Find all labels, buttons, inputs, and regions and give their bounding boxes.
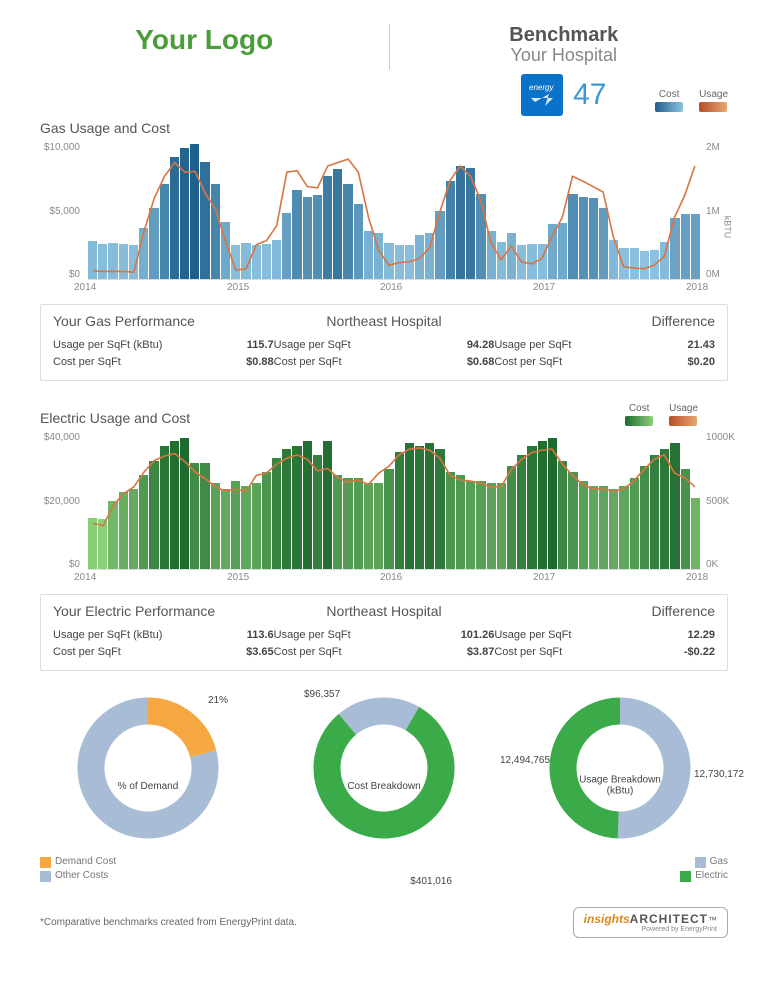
footer: *Comparative benchmarks created from Ene…	[40, 907, 728, 938]
demand-center: % of Demand	[103, 781, 193, 792]
legend-usage-label: Usage	[699, 89, 728, 100]
legend-cost-label: Cost	[659, 89, 680, 100]
usage-legend: GasElectric	[512, 855, 728, 883]
cost-center: Cost Breakdown	[339, 781, 429, 792]
electric-chart: $40,000$20,000$0 1000K500K0K 20142015201…	[40, 432, 728, 592]
elec-perf-col2-title: Northeast Hospital	[274, 603, 495, 619]
header: Your Logo Benchmark Your Hospital energy…	[40, 24, 728, 116]
cost-top-label: $96,357	[304, 689, 340, 700]
energy-score: 47	[573, 78, 606, 112]
elec-perf-col1-title: Your Electric Performance	[53, 603, 274, 619]
cost-bottom-label: $401,016	[410, 876, 452, 887]
gas-performance-table: Your Gas Performance Usage per SqFt (kBt…	[40, 304, 728, 381]
electric-performance-table: Your Electric Performance Usage per SqFt…	[40, 594, 728, 671]
benchmark-title: Benchmark	[400, 24, 729, 47]
cost-donut: $96,357 Cost Breakdown $401,016	[276, 693, 492, 883]
usage-donut: 12,494,765 Usage Breakdown (kBtu) 12,730…	[512, 693, 728, 883]
gas-y2-label: kBTU	[722, 216, 732, 239]
gas-perf-col2-title: Northeast Hospital	[274, 313, 495, 329]
usage-left-label: 12,494,765	[500, 755, 550, 766]
demand-pct-label: 21%	[208, 695, 228, 706]
gas-perf-col3-title: Difference	[494, 313, 715, 329]
elec-perf-col3-title: Difference	[494, 603, 715, 619]
gas-chart: $10,000$5,000$0 2M1M0M kBTU 201420152016…	[40, 142, 728, 302]
svg-text:energy: energy	[529, 83, 554, 92]
logo: Your Logo	[40, 24, 369, 56]
energy-star-icon: energy	[521, 74, 563, 116]
demand-donut: 21% % of Demand Demand CostOther Costs	[40, 693, 256, 883]
brand-badge: insightsARCHITECT™ Powered by EnergyPrin…	[573, 907, 728, 938]
gas-title: Gas Usage and Cost	[40, 120, 728, 136]
donut-row: 21% % of Demand Demand CostOther Costs $…	[40, 693, 728, 883]
benchmark-subtitle: Your Hospital	[400, 45, 729, 66]
usage-center: Usage Breakdown (kBtu)	[575, 774, 665, 796]
footnote: *Comparative benchmarks created from Ene…	[40, 917, 297, 928]
gas-perf-col1-title: Your Gas Performance	[53, 313, 274, 329]
demand-legend: Demand CostOther Costs	[40, 855, 256, 883]
usage-right-label: 12,730,172	[694, 769, 744, 780]
dashboard-page: Your Logo Benchmark Your Hospital energy…	[0, 0, 768, 958]
chart-legend-gas: Cost Usage	[655, 89, 728, 112]
